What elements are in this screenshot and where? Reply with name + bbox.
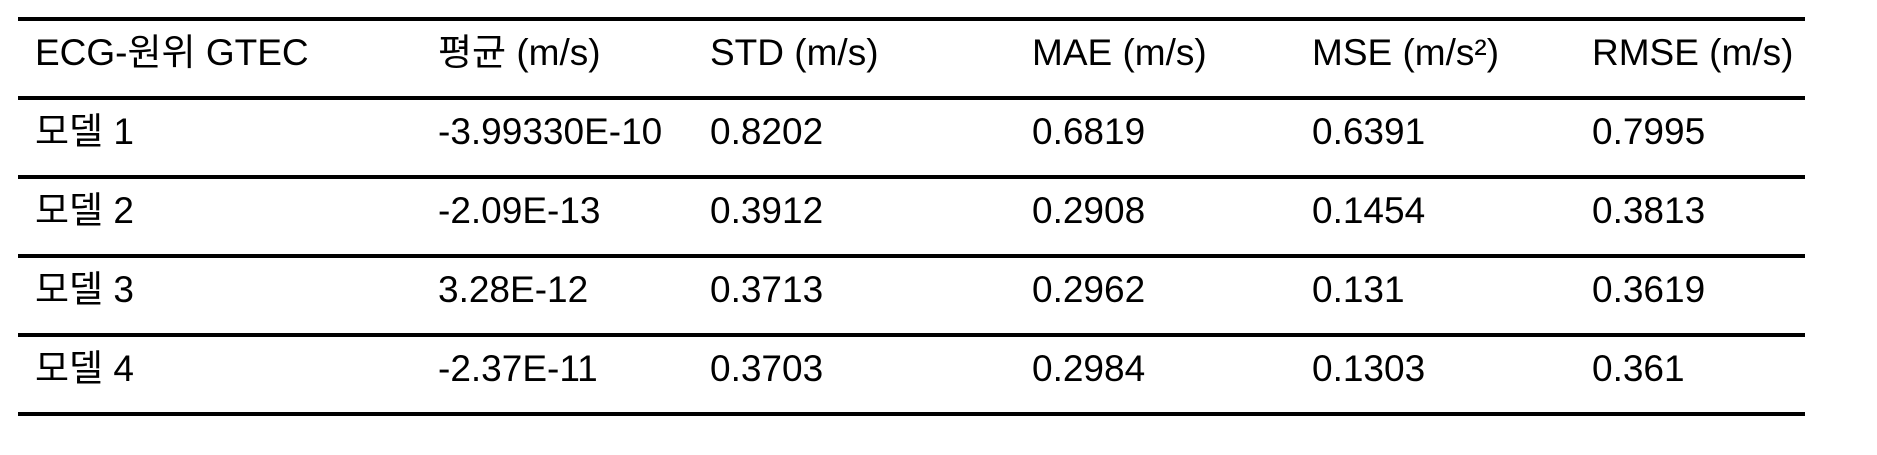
cell-model-label: 모델 3	[35, 269, 134, 310]
cell-mean-value: -2.09E-13	[438, 190, 601, 231]
column-header-mae: MAE (m/s)	[1032, 32, 1207, 73]
cell-mae-value: 0.6819	[1032, 111, 1146, 152]
table-row-model-4: 모델 4 -2.37E-11 0.3703 0.2984 0.1303 0.36…	[18, 335, 1805, 414]
cell-mse-value: 0.1454	[1312, 190, 1426, 231]
cell-mean-value: 3.28E-12	[438, 269, 589, 310]
cell-mse-value: 0.6391	[1312, 111, 1426, 152]
table-row-model-1: 모델 1 -3.99330E-10 0.8202 0.6819 0.6391 0…	[18, 98, 1805, 177]
column-header-mse: MSE (m/s²)	[1312, 32, 1500, 73]
cell-std-value: 0.3713	[710, 269, 824, 310]
cell-model-label: 모델 1	[35, 111, 134, 152]
cell-mean-value: -3.99330E-10	[438, 111, 663, 152]
cell-std-value: 0.8202	[710, 111, 824, 152]
cell-mse-value: 0.1303	[1312, 348, 1426, 389]
column-header-dataset: ECG-원위 GTEC	[35, 32, 309, 73]
table-row-model-2: 모델 2 -2.09E-13 0.3912 0.2908 0.1454 0.38…	[18, 177, 1805, 256]
results-table-container: ECG-원위 GTEC 평균 (m/s) STD (m/s) MAE (m/s)…	[18, 17, 1805, 416]
column-header-mean: 평균 (m/s)	[438, 32, 601, 73]
cell-mae-value: 0.2984	[1032, 348, 1146, 389]
cell-mae-value: 0.2962	[1032, 269, 1146, 310]
column-header-rmse: RMSE (m/s)	[1592, 32, 1794, 73]
cell-mae-value: 0.2908	[1032, 190, 1146, 231]
ecg-gtec-stats-table: ECG-원위 GTEC 평균 (m/s) STD (m/s) MAE (m/s)…	[18, 17, 1805, 416]
cell-rmse-value: 0.3619	[1592, 269, 1706, 310]
cell-rmse-value: 0.3813	[1592, 190, 1706, 231]
column-header-std: STD (m/s)	[710, 32, 879, 73]
cell-model-label: 모델 2	[35, 190, 134, 231]
cell-std-value: 0.3703	[710, 348, 824, 389]
cell-rmse-value: 0.7995	[1592, 111, 1706, 152]
table-row-model-3: 모델 3 3.28E-12 0.3713 0.2962 0.131 0.3619	[18, 256, 1805, 335]
header-row: ECG-원위 GTEC 평균 (m/s) STD (m/s) MAE (m/s)…	[18, 19, 1805, 98]
cell-model-label: 모델 4	[35, 348, 134, 389]
cell-std-value: 0.3912	[710, 190, 824, 231]
cell-mse-value: 0.131	[1312, 269, 1405, 310]
cell-rmse-value: 0.361	[1592, 348, 1685, 389]
cell-mean-value: -2.37E-11	[438, 348, 598, 389]
